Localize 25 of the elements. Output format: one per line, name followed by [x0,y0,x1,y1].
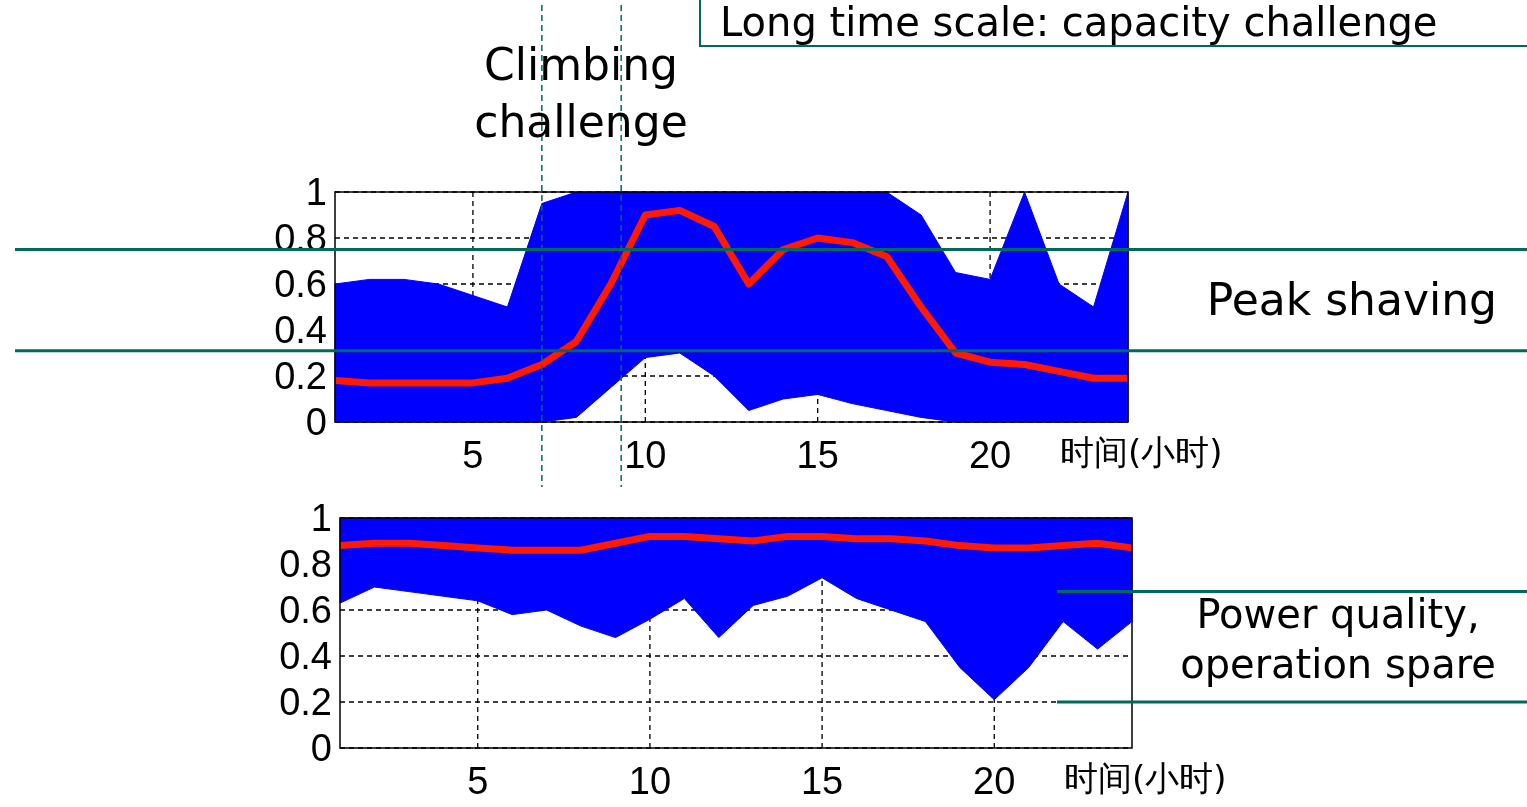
x-tick-label: 20 [968,434,1012,476]
y-tick-label: 0.6 [279,589,332,631]
x-tick-label: 5 [467,760,489,802]
text: Climbing challenge [474,39,688,147]
y-tick-label: 0.4 [279,635,332,677]
x-tick-label: 5 [462,434,484,476]
y-tick-label: 0.6 [274,263,327,305]
y-tick-label: 0.2 [274,355,327,397]
x-axis-title: 时间(小时) [1060,432,1223,472]
x-axis-title: 时间(小时) [1064,758,1227,798]
y-tick-label: 1 [305,171,327,213]
chart-title: Long time scale: capacity challenge [720,0,1438,45]
text: Peak shaving [1206,274,1497,326]
x-tick-label: 15 [800,760,844,802]
y-tick-label: 0 [310,727,332,769]
y-tick-label: 0.8 [279,543,332,585]
text: Power quality, operation spare [1180,591,1496,688]
x-tick-label: 15 [796,434,839,476]
x-tick-label: 10 [628,760,672,802]
x-tick-label: 10 [624,434,667,476]
y-tick-label: 0.4 [274,309,327,351]
y-tick-label: 0.2 [279,681,332,723]
x-tick-label: 20 [973,760,1016,802]
y-tick-label: 1 [310,497,332,539]
y-tick-label: 0 [305,401,327,443]
